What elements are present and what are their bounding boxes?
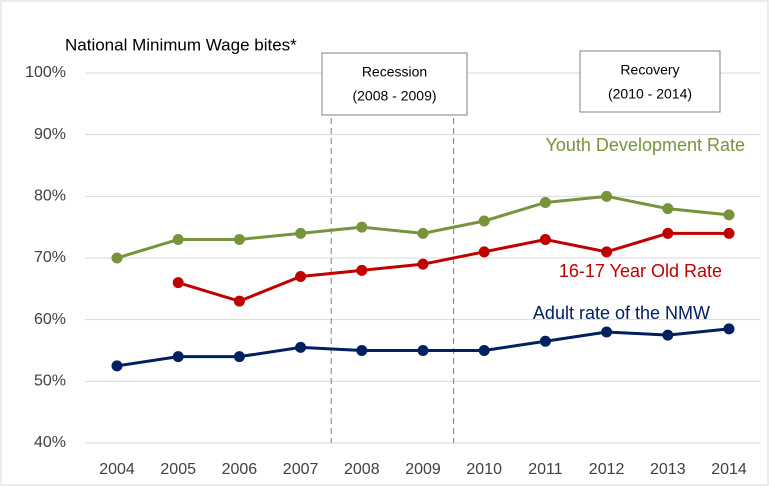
x-tick-label: 2008 <box>344 461 380 478</box>
data-point <box>295 271 307 282</box>
data-point <box>356 264 368 276</box>
y-tick-label: 60% <box>34 311 66 328</box>
data-point <box>356 221 368 233</box>
data-point <box>539 234 551 245</box>
data-point <box>723 227 735 239</box>
data-point <box>417 227 429 239</box>
series-line <box>116 194 730 260</box>
data-point <box>662 227 674 239</box>
data-point <box>233 351 245 363</box>
x-tick-label: 2007 <box>283 461 319 478</box>
x-tick-label: 2004 <box>99 461 135 478</box>
x-tick-label: 2010 <box>466 461 502 478</box>
data-point <box>172 351 184 363</box>
data-point <box>601 190 613 202</box>
y-tick-label: 90% <box>34 126 66 143</box>
annotation-text: Recession <box>362 64 427 80</box>
y-tick-label: 80% <box>34 188 66 205</box>
x-tick-label: 2014 <box>711 461 747 478</box>
data-point <box>172 277 184 289</box>
data-point <box>723 209 735 221</box>
data-point <box>601 246 613 258</box>
data-point <box>295 227 307 239</box>
series-label: Adult rate of the NMW <box>533 303 710 323</box>
annotation-text: Recovery <box>620 62 679 78</box>
annotation-text: (2010 - 2014) <box>608 86 692 102</box>
chart-title: National Minimum Wage bites* <box>65 35 297 54</box>
x-tick-label: 2011 <box>528 461 563 478</box>
data-point <box>601 326 613 338</box>
annotation-text: (2008 - 2009) <box>352 88 436 104</box>
data-point <box>233 295 245 307</box>
x-tick-label: 2006 <box>222 461 258 478</box>
data-point <box>539 335 551 347</box>
data-point <box>478 345 490 356</box>
data-point <box>417 258 429 270</box>
y-tick-label: 50% <box>34 373 66 390</box>
data-point <box>111 252 123 264</box>
data-point <box>662 203 674 215</box>
series-label: Youth Development Rate <box>546 135 745 155</box>
data-point <box>539 197 551 208</box>
annotation-box <box>321 52 468 116</box>
data-point <box>478 246 490 258</box>
x-tick-label: 2005 <box>160 461 196 478</box>
data-point <box>111 360 123 372</box>
data-point <box>172 234 184 245</box>
y-tick-label: 100% <box>25 64 66 81</box>
data-point <box>662 329 674 341</box>
x-tick-label: 2009 <box>405 461 441 478</box>
y-tick-label: 70% <box>34 249 66 266</box>
x-tick-label: 2012 <box>589 461 625 478</box>
data-point <box>723 323 735 335</box>
series-line <box>177 231 729 303</box>
y-tick-label: 40% <box>34 434 66 451</box>
data-point <box>417 345 429 356</box>
data-point <box>295 341 307 353</box>
series-label: 16-17 Year Old Rate <box>559 261 722 281</box>
data-point <box>356 345 368 356</box>
x-tick-label: 2013 <box>650 461 686 478</box>
data-point <box>233 234 245 245</box>
annotation-box <box>579 50 721 113</box>
data-point <box>478 215 490 227</box>
